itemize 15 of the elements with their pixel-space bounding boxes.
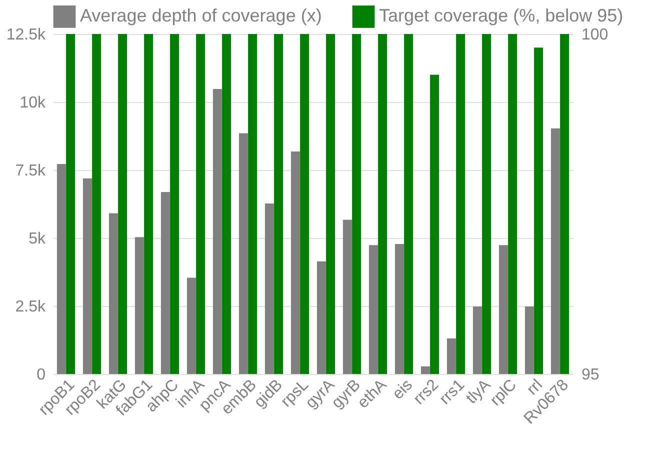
y2-tick-label: 100 bbox=[582, 26, 608, 44]
bar bbox=[446, 338, 456, 374]
legend-label: Target coverage (%, below 95) bbox=[379, 6, 624, 26]
y2-tick-label: 95 bbox=[582, 366, 600, 384]
y-tick-label: 0 bbox=[36, 366, 46, 384]
y-tick-label: 12.5k bbox=[6, 26, 46, 44]
bar bbox=[524, 306, 534, 374]
bar bbox=[186, 278, 196, 374]
bar bbox=[420, 366, 430, 374]
y-tick-label: 7.5k bbox=[15, 162, 46, 180]
legend-label: Average depth of coverage (x) bbox=[80, 6, 322, 26]
y-tick-label: 5k bbox=[28, 230, 46, 248]
bar bbox=[472, 306, 482, 374]
y-tick-label: 2.5k bbox=[15, 298, 46, 316]
y-tick-label: 10k bbox=[20, 94, 46, 112]
